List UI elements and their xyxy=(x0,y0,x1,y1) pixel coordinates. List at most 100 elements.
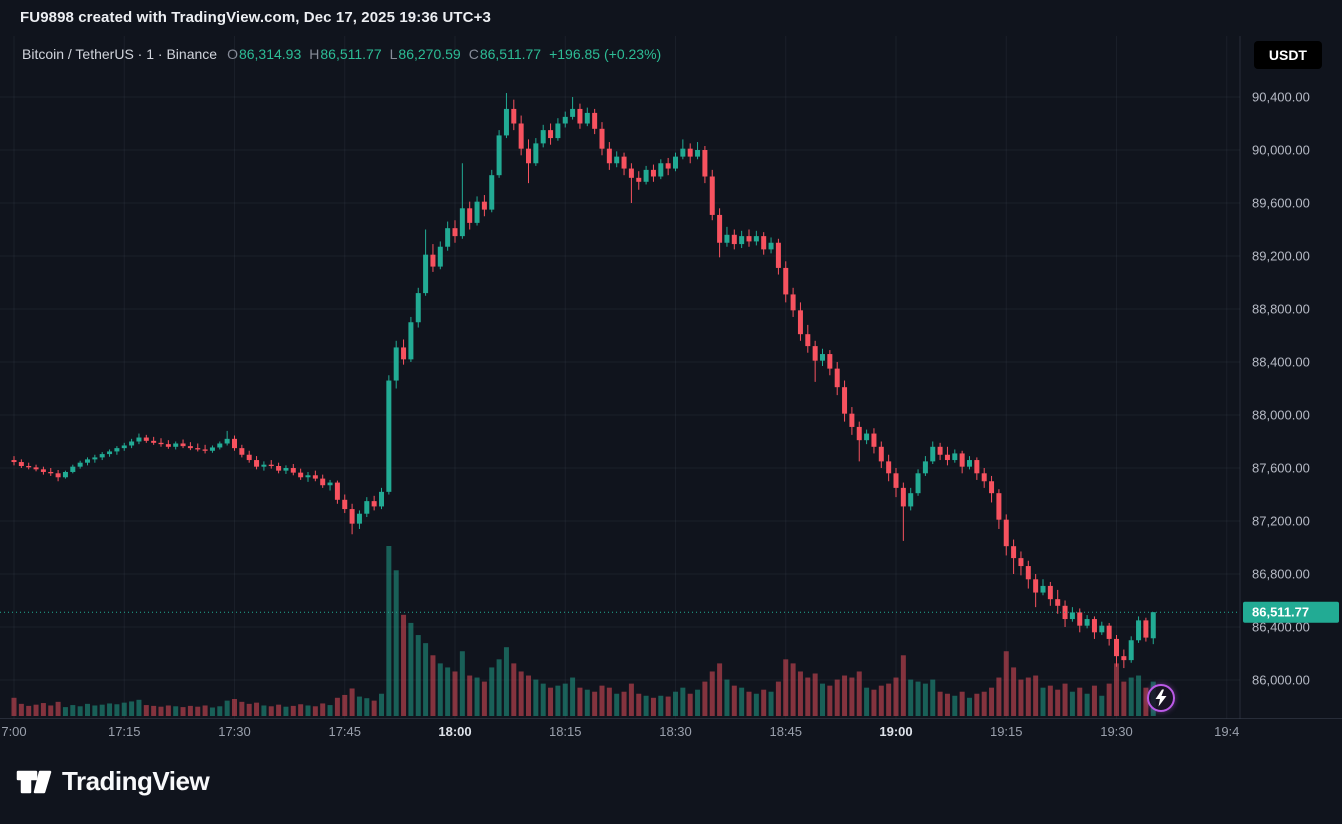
volume-bar xyxy=(959,691,965,716)
volume-bar xyxy=(180,707,186,716)
volume-bar xyxy=(1091,685,1097,716)
volume-bar xyxy=(584,689,590,716)
volume-bar xyxy=(195,706,201,716)
candle-body xyxy=(151,440,157,443)
candle-body xyxy=(1136,620,1142,641)
candle-body xyxy=(276,466,282,471)
candle-body xyxy=(695,150,701,157)
volume-bar xyxy=(26,705,32,716)
candle-body xyxy=(283,468,289,471)
candle-body xyxy=(129,441,135,446)
candle-body xyxy=(1077,612,1083,626)
volume-bar xyxy=(1018,679,1024,716)
volume-bar xyxy=(481,681,487,716)
candle-body xyxy=(842,387,848,414)
volume-bar xyxy=(643,695,649,716)
volume-bar xyxy=(334,697,340,716)
candle-body xyxy=(342,499,348,510)
price-axis-label: 90,400.00 xyxy=(1252,90,1310,105)
time-axis-label: 17:45 xyxy=(328,724,361,739)
volume-bar xyxy=(628,683,634,716)
volume-bar xyxy=(952,695,958,716)
volume-bar xyxy=(680,687,686,716)
candle-body xyxy=(187,446,193,449)
volume-bar xyxy=(437,663,443,716)
candle-body xyxy=(820,354,825,361)
candle-body xyxy=(437,246,443,267)
candle-body xyxy=(856,426,862,441)
candle-body xyxy=(614,156,620,164)
candle-body xyxy=(423,254,429,294)
volume-bar xyxy=(989,687,995,716)
candle-body xyxy=(209,447,215,451)
low-value: 86,270.59 xyxy=(398,46,461,62)
volume-bar xyxy=(217,706,223,716)
volume-bar xyxy=(864,687,870,716)
candle-body xyxy=(77,462,83,467)
candle-body xyxy=(658,163,664,177)
volume-bar xyxy=(55,701,61,716)
volume-bar xyxy=(937,691,943,716)
price-axis-label: 90,000.00 xyxy=(1252,143,1310,158)
candle-body xyxy=(70,466,76,472)
volume-bar xyxy=(305,705,311,716)
tradingview-logo[interactable]: TradingView xyxy=(16,766,210,797)
volume-bar xyxy=(621,691,627,716)
time-axis-label: 18:15 xyxy=(549,724,582,739)
candle-body xyxy=(731,234,737,245)
volume-bar xyxy=(753,693,759,716)
volume-bar xyxy=(379,693,384,716)
candle-body xyxy=(232,438,237,449)
candle-body xyxy=(944,454,950,461)
candle-body xyxy=(989,481,995,494)
volume-bar xyxy=(467,675,473,716)
flash-order-button[interactable] xyxy=(1147,684,1175,712)
candle-body xyxy=(254,460,260,467)
candle-body xyxy=(643,169,649,182)
volume-bar xyxy=(85,703,90,716)
volume-bar xyxy=(834,679,840,716)
candle-body xyxy=(1143,620,1149,638)
volume-bar xyxy=(724,679,730,716)
volume-bar xyxy=(239,701,245,716)
candle-body xyxy=(430,254,436,267)
volume-bar xyxy=(1062,683,1068,716)
volume-bar xyxy=(996,677,1002,716)
candle-body xyxy=(878,446,884,462)
time-axis-label: 7:00 xyxy=(1,724,26,739)
volume-bar xyxy=(33,704,39,716)
candle-body xyxy=(371,501,377,507)
symbol-legend[interactable]: Bitcoin / TetherUS · 1 · Binance O86,314… xyxy=(22,46,661,62)
volume-bar xyxy=(967,697,972,716)
candle-body xyxy=(628,168,634,178)
symbol-name[interactable]: Bitcoin / TetherUS · 1 · Binance xyxy=(22,46,218,62)
lightning-icon xyxy=(1155,689,1167,707)
candle-body xyxy=(1084,619,1090,626)
volume-bar xyxy=(356,696,362,716)
volume-bar xyxy=(731,685,737,716)
volume-bar xyxy=(650,697,656,716)
volume-bar xyxy=(562,683,568,716)
volume-bar xyxy=(915,681,921,716)
volume-bar xyxy=(886,683,892,716)
volume-bar xyxy=(709,671,715,716)
candle-body xyxy=(298,472,304,478)
volume-bar xyxy=(900,655,906,716)
candle-body xyxy=(202,449,208,451)
volume-bar xyxy=(371,700,377,716)
candle-body xyxy=(864,433,870,441)
volume-bar xyxy=(143,705,149,716)
last-price-label[interactable] xyxy=(1243,601,1339,623)
volume-bar xyxy=(1128,677,1134,716)
volume-bar xyxy=(503,647,509,716)
volume-bar xyxy=(62,707,68,716)
candle-body xyxy=(415,293,421,323)
volume-bar xyxy=(783,659,789,716)
volume-bar xyxy=(1084,693,1090,716)
candle-body xyxy=(261,464,267,467)
candle-body xyxy=(239,448,245,455)
price-axis-label: 87,600.00 xyxy=(1252,461,1310,476)
currency-button[interactable]: USDT xyxy=(1253,41,1322,69)
volume-bar xyxy=(570,677,576,716)
